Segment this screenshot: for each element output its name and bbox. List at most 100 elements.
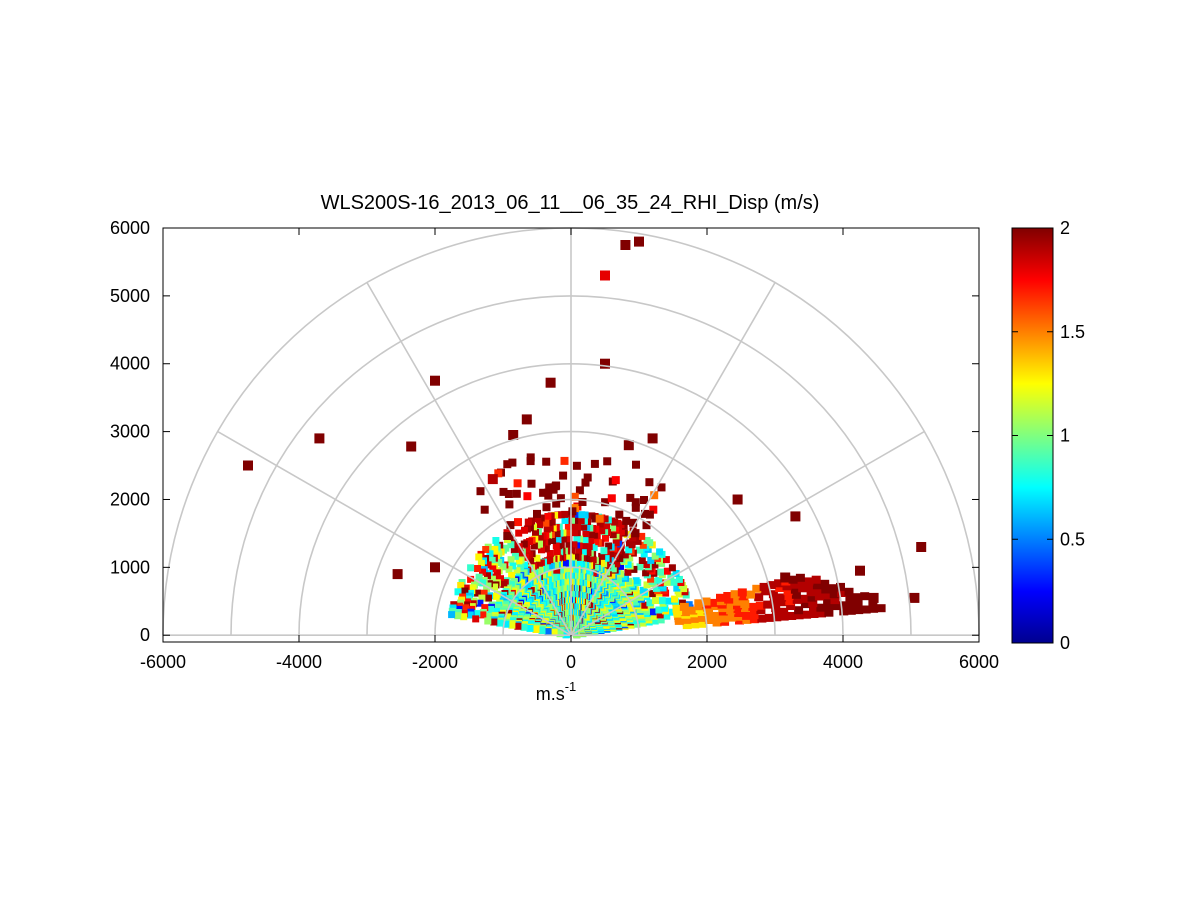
- isolated-cell: [647, 433, 658, 444]
- scan-cell: [615, 510, 624, 519]
- scan-cell: [554, 536, 562, 544]
- isolated-cell: [855, 565, 865, 576]
- y-tick-labels: 0 1000 2000 3000 4000 5000 6000: [110, 218, 150, 645]
- scan-cell: [476, 599, 484, 607]
- scan-cell: [556, 494, 565, 503]
- scan-cell: [685, 601, 693, 609]
- scan-cell: [494, 603, 502, 611]
- scan-cell: [646, 599, 654, 607]
- scan-cell: [472, 615, 480, 623]
- scan-cell: [509, 562, 517, 570]
- scan-cell: [595, 514, 604, 523]
- beam-cell: [755, 601, 765, 610]
- scan-cell: [602, 534, 609, 542]
- y-tick-label: 5000: [110, 286, 150, 306]
- scan-cell: [545, 483, 554, 492]
- beam-cell: [774, 579, 784, 588]
- scan-cell: [578, 498, 587, 506]
- scan-cell: [651, 552, 659, 560]
- beam-cell: [779, 612, 789, 621]
- beam-cell: [771, 608, 781, 617]
- scan-cell: [586, 537, 594, 544]
- beam-cell: [812, 581, 822, 590]
- beam-cell: [854, 606, 864, 615]
- y-tick-label: 6000: [110, 218, 150, 238]
- scan-cell: [584, 549, 592, 556]
- axis-ticks: [162, 227, 980, 642]
- beam-cell: [806, 588, 816, 597]
- scan-cell: [570, 492, 579, 501]
- scan-cell: [565, 553, 573, 561]
- isolated-cell: [868, 592, 879, 603]
- beam-cell: [711, 611, 721, 620]
- beam-cell: [737, 588, 747, 597]
- scan-cell: [607, 550, 615, 558]
- scan-cell: [496, 619, 504, 627]
- isolated-cell: [314, 433, 325, 444]
- scan-cell: [538, 546, 545, 554]
- scan-cell: [605, 542, 613, 550]
- scan-cell: [475, 573, 483, 581]
- beam-cell: [777, 598, 787, 607]
- scan-cell: [617, 562, 624, 570]
- scan-cell: [565, 541, 573, 549]
- scan-cell: [539, 488, 548, 497]
- scan-cell: [553, 567, 561, 575]
- scan-cell: [476, 487, 485, 496]
- colorbar-tick-label: 1: [1060, 426, 1070, 446]
- scan-cell: [652, 584, 660, 592]
- beam-cell: [823, 602, 833, 611]
- scan-cell: [579, 548, 587, 556]
- isolated-cell: [780, 572, 791, 583]
- scan-cell: [503, 532, 512, 540]
- scan-cell: [467, 564, 475, 572]
- scan-cell: [491, 545, 499, 553]
- scan-cell: [651, 561, 659, 569]
- scan-cell: [485, 612, 493, 620]
- scan-cell: [657, 483, 666, 492]
- scan-cell: [491, 583, 499, 591]
- scan-cell: [642, 561, 650, 569]
- scan-cell: [631, 498, 640, 507]
- scan-cell: [514, 592, 522, 599]
- isolated-cell: [790, 511, 801, 522]
- scan-cell: [542, 457, 551, 466]
- x-tick-label: -4000: [276, 652, 322, 672]
- beam-cell: [794, 611, 804, 620]
- scan-cell: [662, 556, 670, 564]
- scan-cell: [575, 486, 584, 495]
- isolated-cell: [430, 375, 440, 386]
- scan-cell: [624, 560, 632, 568]
- scan-cell: [503, 460, 512, 469]
- scan-cell: [493, 607, 500, 615]
- beam-cell: [730, 590, 740, 599]
- scan-cell: [533, 509, 541, 518]
- x-axis-label-text: m.s: [536, 684, 565, 704]
- beam-cell: [808, 599, 818, 608]
- x-tick-label: 0: [566, 652, 576, 672]
- scan-cell: [479, 568, 486, 576]
- scan-cell: [626, 539, 633, 547]
- beam-cell: [809, 604, 818, 613]
- scan-cell: [609, 524, 617, 532]
- scan-cell: [649, 505, 658, 514]
- scan-cell: [454, 588, 462, 596]
- scan-cell: [536, 521, 544, 529]
- scan-cell: [645, 478, 654, 487]
- y-tick-label: 1000: [110, 557, 150, 577]
- beam-cell: [861, 605, 871, 614]
- beam-cell: [838, 601, 848, 610]
- beam-cell: [860, 592, 870, 601]
- beam-cell: [820, 579, 830, 588]
- beam-cell: [846, 606, 856, 615]
- beam-cell: [797, 579, 807, 587]
- scan-cell: [658, 597, 666, 605]
- colorbar: 0 0.5 1 1.5 2: [1011, 218, 1085, 653]
- beam-cell: [672, 604, 682, 613]
- beam-cell: [839, 607, 849, 616]
- beam-cell: [804, 577, 814, 586]
- scan-cell: [640, 550, 648, 558]
- scan-cell: [508, 621, 516, 629]
- scan-cell: [546, 550, 554, 557]
- scan-cell: [479, 579, 487, 587]
